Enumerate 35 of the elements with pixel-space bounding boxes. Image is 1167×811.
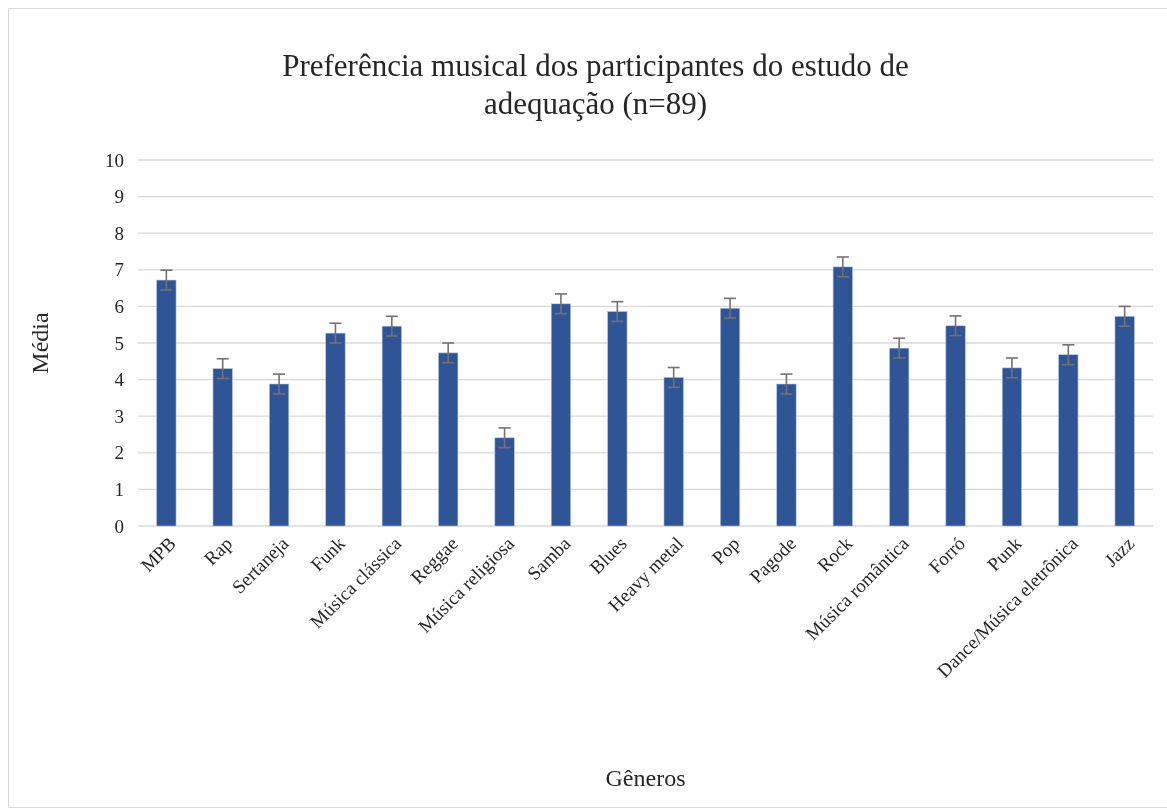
x-tick-label: Rap	[199, 532, 237, 570]
y-tick-label: 1	[114, 479, 124, 501]
bar	[1001, 367, 1022, 527]
bar	[720, 307, 741, 527]
bar	[776, 383, 797, 527]
bar	[1058, 354, 1079, 527]
bar	[494, 437, 515, 527]
bar	[607, 311, 628, 527]
x-axis-title: Gêneros	[605, 765, 686, 791]
y-tick-label: 0	[114, 515, 124, 537]
y-tick-label: 9	[114, 186, 124, 208]
y-tick-label: 10	[105, 149, 124, 171]
y-tick-label: 3	[114, 405, 124, 427]
y-tick-label: 2	[114, 442, 124, 464]
bar	[945, 325, 966, 527]
bar	[832, 266, 853, 527]
bar	[438, 352, 459, 527]
chart-title: Preferência musical dos participantes do estudo de adequação (n=89)	[282, 48, 909, 121]
y-tick-label: 4	[114, 369, 125, 391]
y-tick-label: 8	[114, 222, 124, 244]
bar	[663, 377, 684, 527]
x-tick-label: Jazz	[1100, 532, 1139, 571]
y-tick-label: 7	[114, 259, 124, 281]
x-tick-label: Pop	[707, 532, 744, 569]
bar	[156, 279, 177, 527]
y-tick-label: 5	[114, 332, 124, 354]
y-tick-label: 6	[114, 296, 124, 318]
bar	[889, 347, 910, 527]
bar	[1114, 315, 1135, 527]
y-axis-title: Média	[27, 312, 53, 374]
bar	[212, 368, 233, 527]
bar	[381, 325, 402, 527]
bar	[325, 332, 346, 527]
bar	[550, 303, 571, 527]
bar	[269, 383, 290, 527]
